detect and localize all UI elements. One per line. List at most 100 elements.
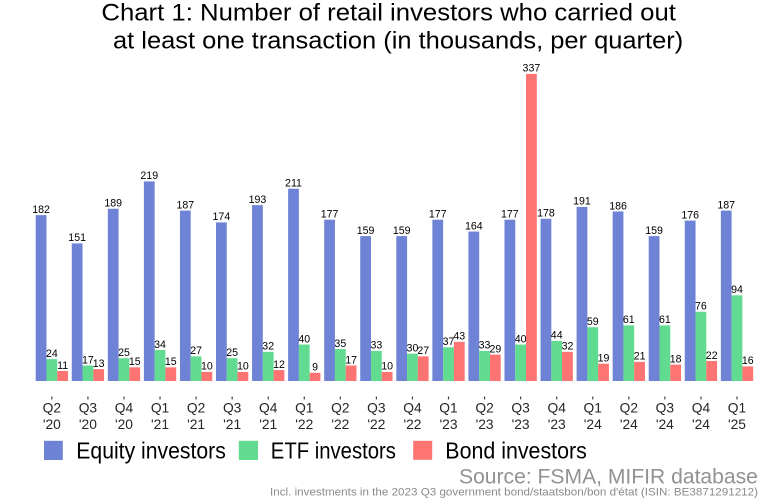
svg-text:Incl. investments in the 2023: Incl. investments in the 2023 Q3 governm… — [270, 487, 758, 499]
svg-text:19: 19 — [598, 352, 610, 364]
svg-text:187: 187 — [176, 199, 194, 211]
svg-text:13: 13 — [93, 358, 105, 370]
svg-text:159: 159 — [357, 225, 375, 237]
svg-text:'24: '24 — [584, 417, 602, 432]
svg-text:Q2: Q2 — [331, 401, 349, 416]
svg-text:29: 29 — [489, 343, 501, 355]
svg-text:ETF investors: ETF investors — [271, 437, 396, 463]
svg-text:'20: '20 — [115, 417, 133, 432]
svg-text:10: 10 — [201, 361, 213, 373]
svg-text:44: 44 — [551, 330, 563, 342]
svg-text:30: 30 — [407, 342, 419, 354]
svg-text:'21: '21 — [151, 417, 169, 432]
svg-text:'23: '23 — [476, 417, 494, 432]
svg-text:32: 32 — [562, 341, 574, 353]
svg-text:18: 18 — [670, 353, 682, 365]
svg-text:187: 187 — [717, 199, 735, 211]
svg-text:Q2: Q2 — [620, 401, 638, 416]
svg-text:Q2: Q2 — [475, 401, 493, 416]
svg-text:176: 176 — [681, 209, 699, 221]
svg-text:at least one transaction (in t: at least one transaction (in thousands, … — [113, 27, 683, 54]
svg-text:10: 10 — [381, 361, 393, 373]
svg-text:159: 159 — [393, 225, 411, 237]
svg-text:27: 27 — [190, 345, 202, 357]
svg-text:219: 219 — [140, 170, 158, 182]
svg-text:27: 27 — [417, 345, 429, 357]
svg-text:Q4: Q4 — [259, 401, 278, 416]
svg-text:Q2: Q2 — [43, 401, 61, 416]
svg-text:178: 178 — [537, 208, 555, 220]
svg-text:'25: '25 — [728, 417, 746, 432]
svg-text:177: 177 — [321, 209, 339, 221]
svg-text:43: 43 — [453, 331, 465, 343]
svg-text:61: 61 — [659, 314, 671, 326]
svg-text:15: 15 — [129, 356, 141, 368]
svg-text:9: 9 — [312, 362, 318, 374]
svg-text:'21: '21 — [223, 417, 241, 432]
svg-text:Q1: Q1 — [728, 401, 746, 416]
svg-text:177: 177 — [429, 209, 447, 221]
svg-text:Q1: Q1 — [584, 401, 602, 416]
svg-text:182: 182 — [32, 204, 50, 216]
svg-text:32: 32 — [262, 341, 274, 353]
svg-text:37: 37 — [443, 336, 455, 348]
svg-text:17: 17 — [82, 354, 94, 366]
svg-text:Q3: Q3 — [223, 401, 242, 416]
svg-text:33: 33 — [479, 340, 491, 352]
svg-text:40: 40 — [515, 333, 527, 345]
svg-text:Source: FSMA, MIFIR database: Source: FSMA, MIFIR database — [459, 465, 758, 488]
svg-text:'24: '24 — [620, 417, 638, 432]
svg-text:'23: '23 — [440, 417, 458, 432]
svg-text:Q4: Q4 — [692, 401, 711, 416]
svg-text:Q3: Q3 — [79, 401, 98, 416]
svg-text:25: 25 — [118, 347, 130, 359]
svg-text:177: 177 — [501, 209, 519, 221]
svg-text:33: 33 — [370, 340, 382, 352]
svg-text:'20: '20 — [43, 417, 61, 432]
svg-text:'22: '22 — [367, 417, 385, 432]
svg-text:'24: '24 — [656, 417, 674, 432]
svg-text:Q4: Q4 — [115, 401, 134, 416]
svg-text:61: 61 — [623, 314, 635, 326]
svg-text:12: 12 — [273, 359, 285, 371]
svg-text:Bond investors: Bond investors — [445, 437, 587, 463]
svg-text:21: 21 — [634, 351, 646, 363]
svg-text:'21: '21 — [259, 417, 277, 432]
svg-text:'22: '22 — [295, 417, 313, 432]
svg-text:159: 159 — [645, 225, 663, 237]
svg-text:174: 174 — [213, 211, 231, 223]
svg-text:Q4: Q4 — [403, 401, 422, 416]
svg-text:193: 193 — [249, 194, 267, 206]
svg-text:151: 151 — [68, 232, 86, 244]
svg-text:211: 211 — [285, 178, 302, 190]
svg-text:35: 35 — [334, 338, 346, 350]
svg-text:76: 76 — [695, 301, 707, 313]
svg-text:Q4: Q4 — [547, 401, 566, 416]
svg-text:Q1: Q1 — [295, 401, 313, 416]
svg-text:34: 34 — [154, 339, 166, 351]
svg-text:Chart 1: Number of retail inve: Chart 1: Number of retail investors who … — [101, 0, 676, 27]
svg-text:Q1: Q1 — [151, 401, 169, 416]
svg-text:'23: '23 — [548, 417, 566, 432]
svg-text:15: 15 — [165, 356, 177, 368]
svg-text:11: 11 — [57, 360, 68, 372]
svg-text:Q1: Q1 — [439, 401, 457, 416]
svg-text:'20: '20 — [79, 417, 97, 432]
svg-text:Equity investors: Equity investors — [76, 437, 226, 463]
svg-text:17: 17 — [345, 354, 357, 366]
svg-text:Q2: Q2 — [187, 401, 205, 416]
svg-text:186: 186 — [609, 200, 627, 212]
svg-text:40: 40 — [298, 333, 310, 345]
svg-text:Q3: Q3 — [656, 401, 675, 416]
svg-text:'24: '24 — [692, 417, 710, 432]
svg-text:164: 164 — [465, 220, 483, 232]
svg-text:'21: '21 — [187, 417, 205, 432]
svg-text:24: 24 — [46, 348, 58, 360]
svg-text:'22: '22 — [403, 417, 421, 432]
svg-text:16: 16 — [742, 355, 754, 367]
svg-text:191: 191 — [573, 196, 591, 208]
svg-text:337: 337 — [523, 63, 541, 75]
svg-text:189: 189 — [104, 198, 122, 210]
svg-text:10: 10 — [237, 361, 249, 373]
svg-text:'23: '23 — [512, 417, 530, 432]
